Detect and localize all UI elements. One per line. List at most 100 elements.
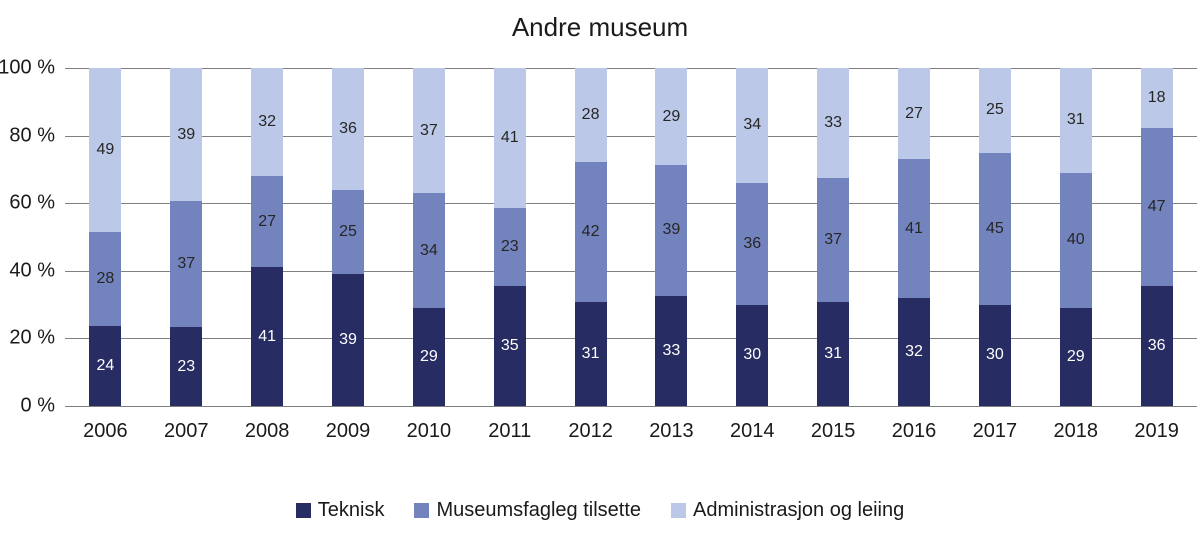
bar-value-label: 29 <box>1066 347 1085 365</box>
bar-segment: 27 <box>251 176 284 268</box>
bar-segment: 33 <box>817 68 850 179</box>
bar-segment: 42 <box>574 161 607 303</box>
bar-column: 27 41 32 <box>874 68 955 406</box>
bar-value-label: 41 <box>500 128 519 146</box>
x-axis-label: 2018 <box>1053 420 1098 442</box>
bar-2014: 34 36 30 <box>736 68 769 406</box>
bar-2009: 36 25 39 <box>332 68 364 406</box>
bar-value-label: 29 <box>419 347 438 365</box>
bar-value-label: 36 <box>339 119 357 137</box>
legend-label: Teknisk <box>317 499 385 521</box>
x-axis-label: 2011 <box>488 420 532 442</box>
bar-column: 18 47 36 <box>1116 68 1197 406</box>
x-axis-label: 2013 <box>649 420 694 442</box>
bar-segment: 36 <box>736 182 769 305</box>
bar-value-label: 39 <box>339 331 357 349</box>
x-axis-label: 2014 <box>730 420 775 442</box>
bar-value-label: 35 <box>500 337 519 355</box>
legend-item: Museumsfagleg tilsette <box>414 499 641 522</box>
bar-segment: 40 <box>1059 172 1092 308</box>
bar-column: 49 28 24 <box>65 68 146 406</box>
bar-value-label: 24 <box>96 356 115 374</box>
bar-value-label: 37 <box>419 121 438 139</box>
bar-segment: 34 <box>736 68 769 183</box>
bar-segment: 41 <box>898 159 931 298</box>
legend-label: Administrasjon og leiing <box>693 499 905 521</box>
bar-column: 25 45 30 <box>954 68 1035 406</box>
bar-2016: 27 41 32 <box>898 68 931 406</box>
x-axis: 2006 2007 2008 2009 2010 2011 2012 2013 2014 2015… <box>65 420 1197 443</box>
y-axis-label: 80 % <box>9 124 55 147</box>
bar-segment: 41 <box>493 68 526 208</box>
bar-segment: 23 <box>170 327 203 406</box>
bar-value-label: 28 <box>581 105 600 123</box>
bar-value-label: 28 <box>96 269 115 287</box>
bar-segment: 34 <box>412 193 445 308</box>
bar-2010: 37 34 29 <box>412 68 445 406</box>
bar-segment: 45 <box>978 152 1011 305</box>
bar-2012: 28 42 31 <box>574 68 607 406</box>
bar-segment: 28 <box>89 231 122 326</box>
bar-value-label: 39 <box>662 221 681 239</box>
bar-column: 33 37 31 <box>793 68 874 406</box>
bar-value-label: 25 <box>985 101 1004 119</box>
bar-value-label: 45 <box>985 219 1004 237</box>
bar-value-label: 36 <box>743 234 762 252</box>
bar-segment: 37 <box>412 68 445 194</box>
bar-column: 39 37 23 <box>146 68 227 406</box>
bar-2017: 25 45 30 <box>978 68 1011 406</box>
x-axis-label: 2017 <box>972 420 1018 442</box>
bar-segment: 39 <box>332 274 364 406</box>
bar-value-label: 36 <box>1147 336 1166 354</box>
y-axis-label: 100 % <box>0 56 55 79</box>
x-axis-label: 2019 <box>1134 420 1179 442</box>
gridline <box>65 68 1197 69</box>
x-axis-label: 2015 <box>810 420 856 442</box>
bar-value-label: 37 <box>177 255 196 273</box>
plot-area: 100 % 80 % 60 % 40 % 20 % 0 % 49 28 24 39 37 23 32 2… <box>0 57 1197 442</box>
bar-2008: 32 27 41 <box>251 68 284 406</box>
legend-item: Teknisk <box>295 499 385 522</box>
legend-label: Museumsfagleg tilsette <box>436 499 641 521</box>
bar-segment: 41 <box>251 267 284 406</box>
x-axis-label: 2008 <box>244 420 290 442</box>
bar-segment: 37 <box>170 201 203 328</box>
legend: Teknisk Museumsfagleg tilsette Administras… <box>0 499 1200 522</box>
bar-segment: 47 <box>1140 128 1173 286</box>
y-axis-label: 20 % <box>9 326 55 349</box>
bar-segment: 30 <box>978 304 1011 406</box>
bar-value-label: 33 <box>662 341 681 359</box>
bar-value-label: 23 <box>500 238 519 256</box>
bar-segment: 35 <box>493 286 526 406</box>
bar-segment: 31 <box>1059 68 1092 173</box>
bar-value-label: 47 <box>1147 197 1166 215</box>
bar-segment: 31 <box>574 302 607 406</box>
bar-segment: 23 <box>493 207 526 287</box>
bar-2006: 49 28 24 <box>89 68 122 406</box>
bar-value-label: 42 <box>581 222 600 240</box>
bar-2018: 31 40 29 <box>1059 68 1092 406</box>
bar-column: 29 39 33 <box>631 68 712 406</box>
bar-segment: 30 <box>736 304 769 406</box>
bar-value-label: 31 <box>1066 111 1085 129</box>
y-axis-label: 0 % <box>20 394 55 417</box>
bar-value-label: 49 <box>96 140 115 158</box>
bars-row: 49 28 24 39 37 23 32 27 41 36 25 39 37 34 29 41 23 35 28 42… <box>65 68 1197 406</box>
bar-value-label: 25 <box>339 222 357 240</box>
bar-value-label: 34 <box>419 241 438 259</box>
x-axis-label: 2007 <box>164 420 209 442</box>
bar-column: 41 23 35 <box>469 68 550 406</box>
bar-value-label: 31 <box>581 345 600 363</box>
bar-value-label: 39 <box>177 125 196 143</box>
gridline <box>65 338 1197 340</box>
gridline <box>65 270 1197 272</box>
bar-value-label: 18 <box>1147 89 1166 107</box>
bar-2015: 33 37 31 <box>817 68 850 406</box>
bar-segment: 36 <box>332 68 364 190</box>
bar-value-label: 31 <box>824 345 843 363</box>
bar-segment: 28 <box>574 68 607 162</box>
gridline <box>65 406 1197 407</box>
bar-value-label: 23 <box>177 357 196 375</box>
bar-value-label: 32 <box>905 342 923 360</box>
bar-segment: 39 <box>170 68 203 202</box>
